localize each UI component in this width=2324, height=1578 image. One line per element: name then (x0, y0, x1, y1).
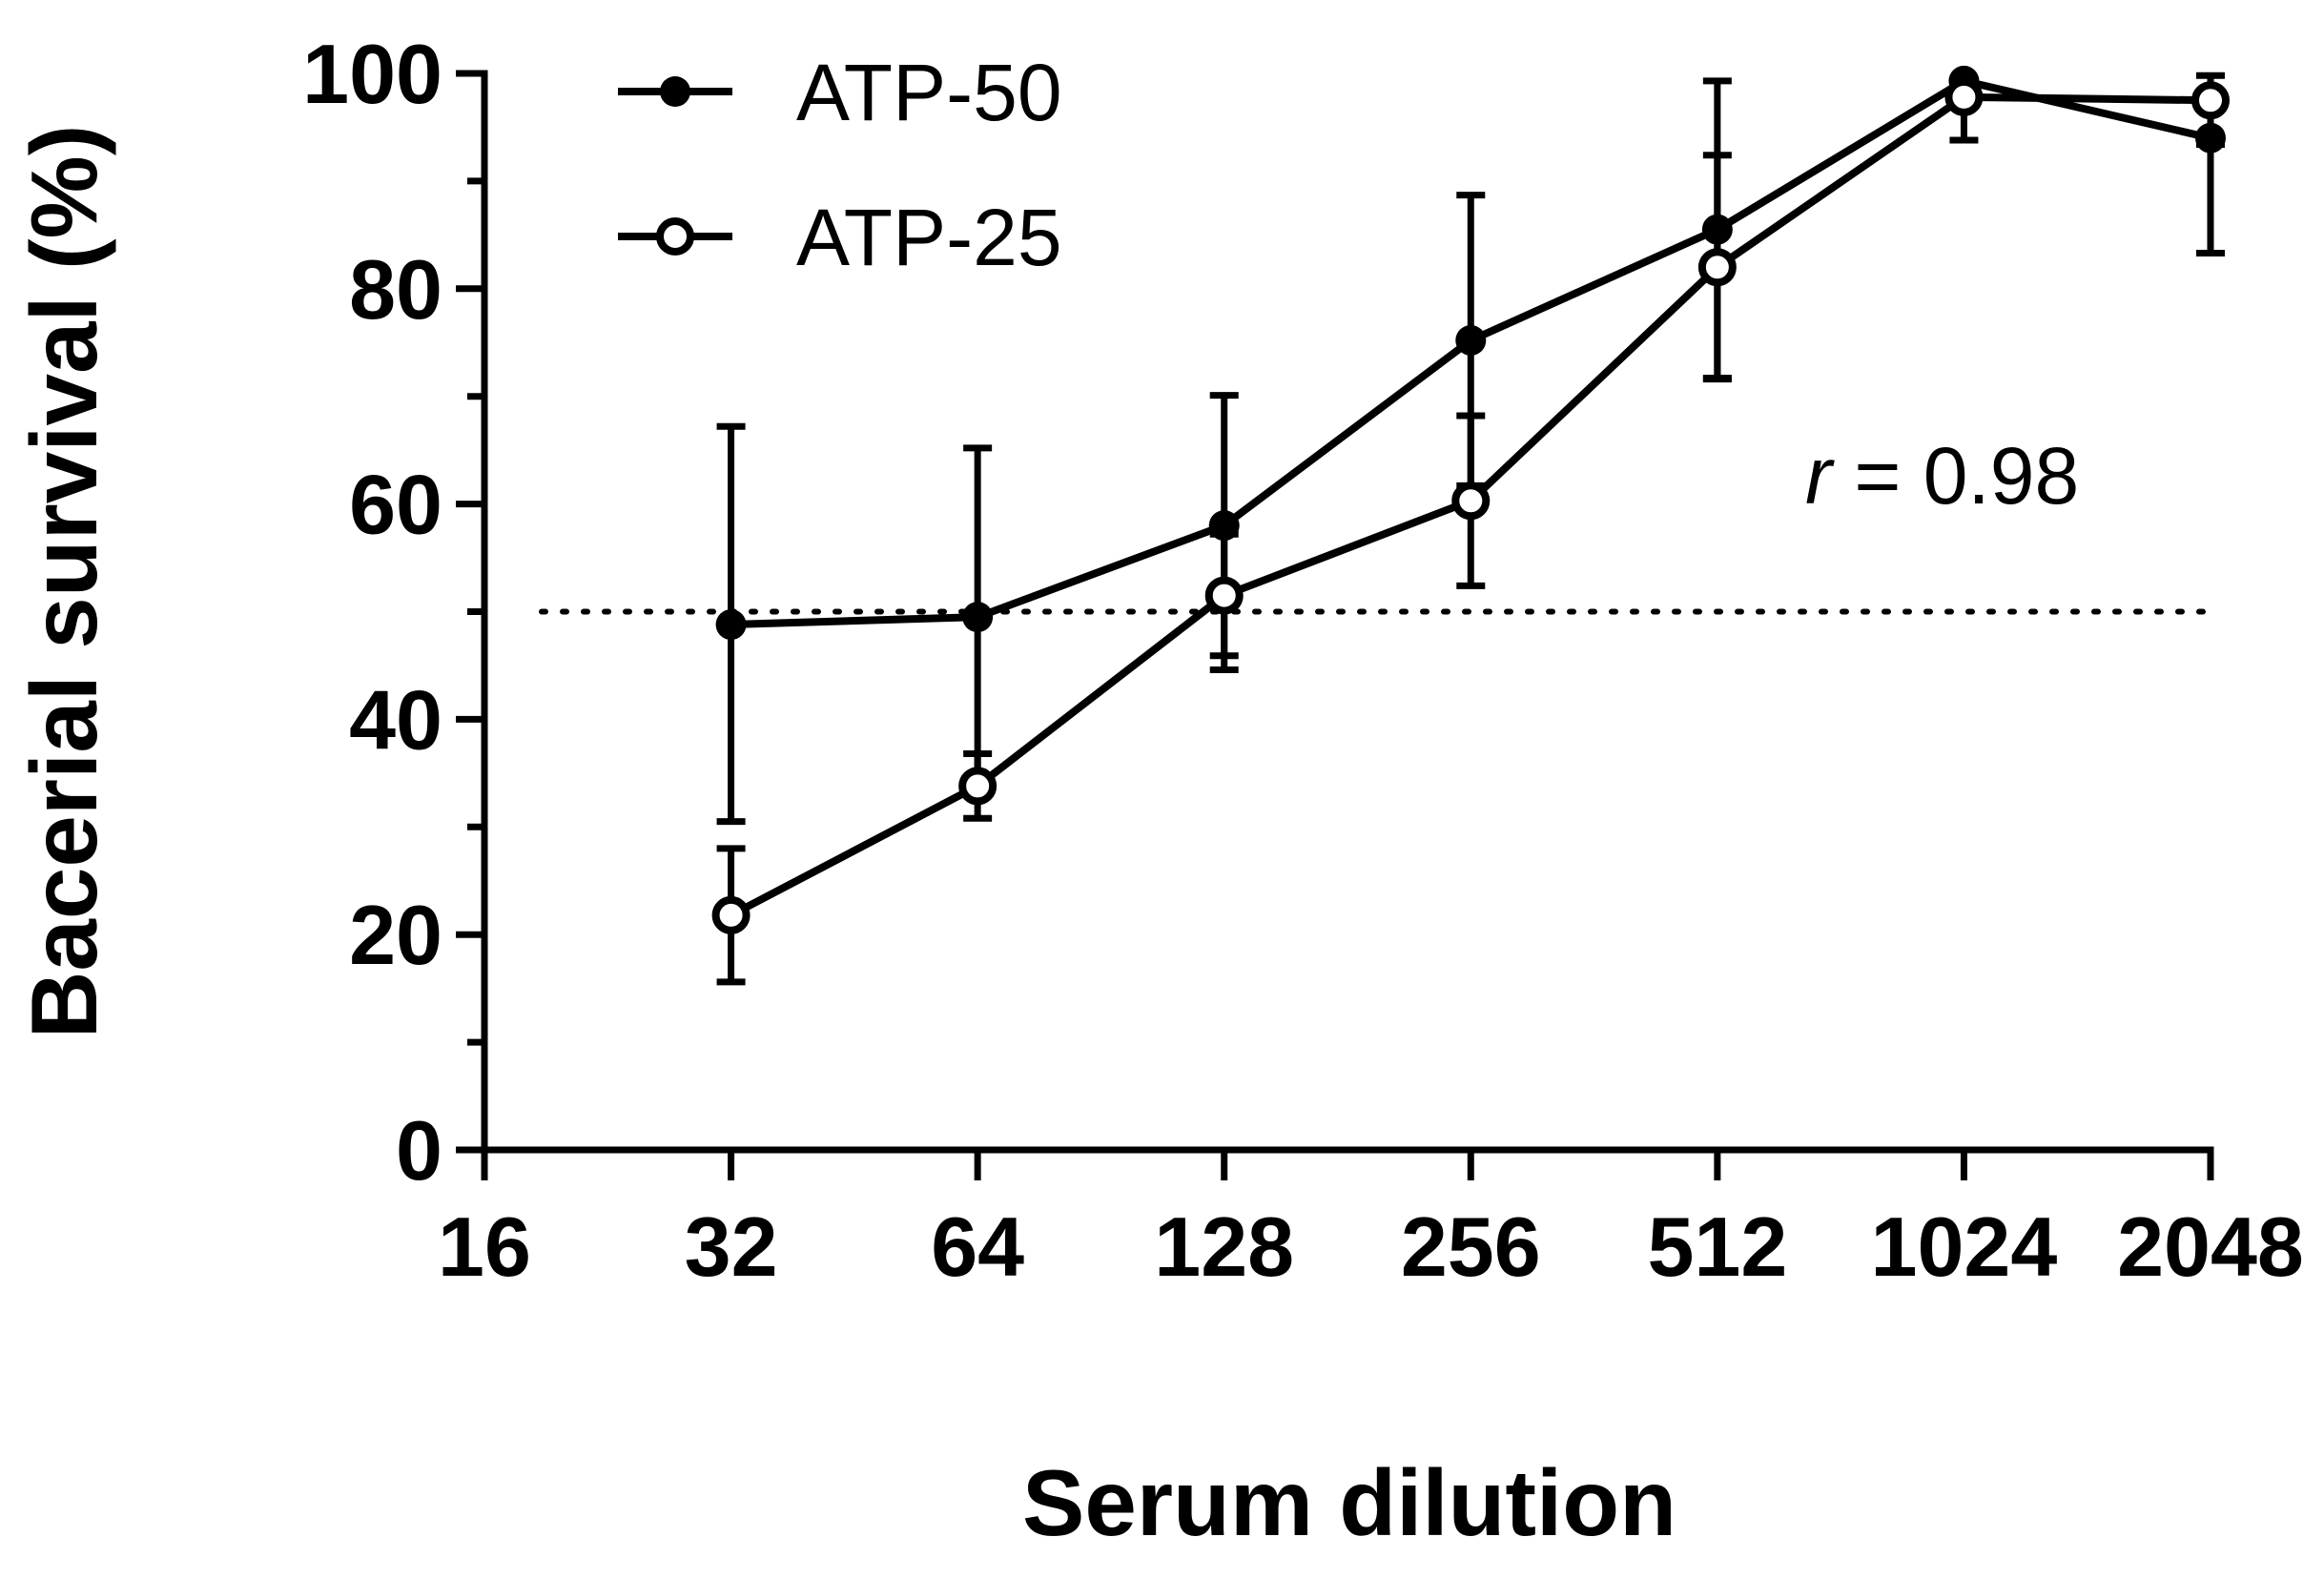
x-axis-title: Serum dilution (1022, 1450, 1676, 1555)
y-tick-label: 80 (349, 242, 442, 337)
data-point (1697, 248, 1737, 287)
legend: ATP-50 ATP-25 (618, 48, 1062, 282)
y-tick-label: 0 (396, 1103, 442, 1198)
legend-label: ATP-50 (796, 48, 1062, 137)
data-point (1944, 77, 1984, 116)
correlation-value: = 0.98 (1832, 431, 2079, 521)
axes: 0 20 40 60 80 100 16 32 64 128 256 512 1024 2048 (302, 27, 2304, 1294)
x-tick-label: 64 (931, 1199, 1024, 1294)
y-tick-label: 60 (349, 458, 442, 552)
data-point (1204, 576, 1244, 615)
plot-area (711, 65, 2230, 986)
data-point (711, 895, 751, 934)
data-point (962, 602, 994, 633)
x-tick-label: 2048 (2117, 1199, 2304, 1294)
data-point (715, 609, 747, 641)
data-point (1455, 324, 1487, 356)
x-tick-label: 256 (1401, 1199, 1541, 1294)
legend-marker (660, 76, 690, 107)
y-tick-label: 20 (349, 888, 442, 982)
data-point (1451, 482, 1491, 521)
x-tick-label: 32 (685, 1199, 778, 1294)
x-tick-label: 16 (438, 1199, 531, 1294)
series-atp-25 (711, 72, 2230, 986)
data-point (958, 767, 997, 806)
correlation-symbol: r (1805, 431, 1835, 521)
legend-entry-atp-25: ATP-25 (618, 193, 1062, 282)
x-tick-label: 512 (1647, 1199, 1787, 1294)
y-axis-title: Bacerial survival (%) (11, 125, 116, 1039)
x-tick-label: 128 (1154, 1199, 1294, 1294)
legend-entry-atp-50: ATP-50 (618, 48, 1062, 137)
y-tick-label: 100 (302, 27, 442, 121)
data-point (2191, 81, 2230, 120)
correlation-annotation: r = 0.98 (1805, 431, 2079, 521)
legend-marker (656, 217, 694, 256)
legend-label: ATP-25 (796, 193, 1062, 282)
y-tick-label: 40 (349, 672, 442, 767)
x-tick-label: 1024 (1871, 1199, 2058, 1294)
